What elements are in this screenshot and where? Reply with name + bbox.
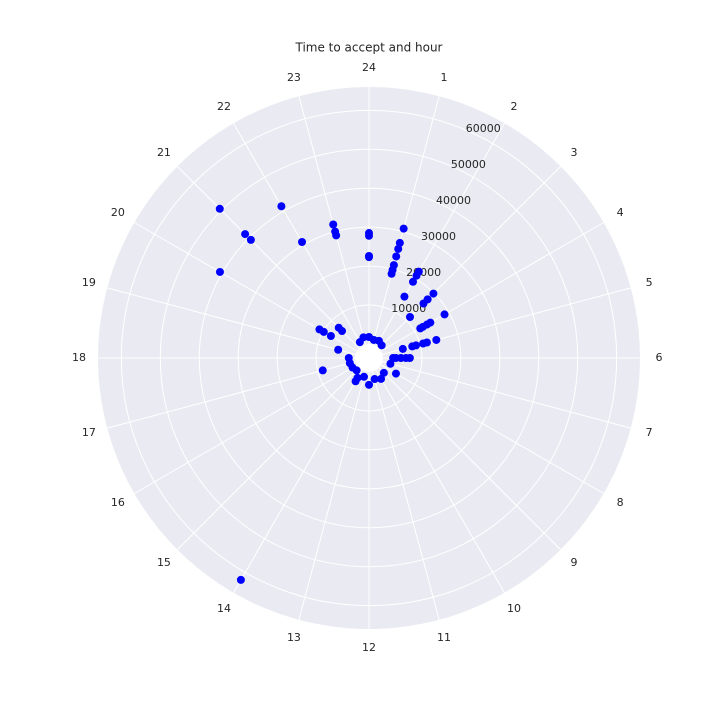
point	[332, 231, 341, 240]
point	[351, 377, 360, 386]
angle-tick-label: 23	[287, 71, 301, 84]
point	[215, 267, 224, 276]
radial-tick-label: 40000	[436, 194, 471, 207]
point	[236, 575, 245, 584]
angle-tick-label: 11	[437, 631, 451, 644]
origin-hole	[355, 344, 383, 372]
angular-grid-line	[233, 123, 363, 347]
point	[359, 333, 368, 342]
radial-tick-label: 20000	[406, 266, 441, 279]
point	[241, 230, 250, 239]
point	[395, 238, 404, 247]
chart-title: Time to accept and hour	[295, 41, 443, 55]
angular-grid-line	[298, 371, 366, 620]
point	[319, 327, 328, 336]
point	[246, 235, 255, 244]
point	[365, 253, 373, 262]
point	[386, 359, 395, 368]
angular-grid-line	[107, 287, 356, 355]
point	[365, 231, 373, 240]
point	[398, 344, 407, 353]
angular-grid-line	[378, 367, 561, 550]
point	[359, 372, 368, 381]
point	[348, 363, 357, 372]
angle-tick-label: 24	[362, 61, 376, 74]
angle-tick-label: 6	[656, 351, 663, 364]
point	[215, 204, 224, 213]
point	[365, 380, 373, 389]
point	[399, 224, 408, 233]
point	[416, 324, 425, 333]
angle-tick-label: 22	[217, 100, 231, 113]
point	[432, 335, 441, 344]
angle-tick-label: 5	[646, 276, 653, 289]
point	[429, 289, 438, 298]
point	[334, 345, 343, 354]
angle-tick-label: 18	[72, 351, 86, 364]
angle-tick-label: 17	[82, 426, 96, 439]
point	[419, 299, 428, 308]
angular-grid-line	[372, 371, 440, 620]
point	[370, 375, 379, 384]
angle-tick-label: 13	[287, 631, 301, 644]
point	[419, 339, 428, 348]
angle-tick-label: 1	[441, 71, 448, 84]
angular-grid-line	[375, 369, 505, 593]
point	[318, 366, 327, 375]
point	[379, 368, 388, 377]
angular-grid-line	[372, 96, 440, 345]
point	[334, 323, 343, 332]
angle-tick-label: 9	[571, 556, 578, 569]
angle-tick-label: 15	[157, 556, 171, 569]
angular-grid-line	[233, 369, 363, 593]
point	[377, 374, 386, 383]
angle-tick-label: 2	[511, 100, 518, 113]
point	[392, 252, 401, 261]
angular-grid-line	[380, 364, 604, 494]
point	[412, 271, 421, 280]
angle-tick-label: 20	[111, 206, 125, 219]
angular-grid-line	[177, 367, 360, 550]
angle-tick-label: 21	[157, 146, 171, 159]
point	[329, 220, 338, 229]
angular-grid-line	[177, 166, 360, 349]
point	[326, 332, 335, 341]
point	[400, 292, 409, 301]
angular-grid-line	[107, 361, 356, 429]
angle-tick-label: 10	[507, 602, 521, 615]
point	[387, 269, 396, 278]
angle-tick-label: 14	[217, 602, 231, 615]
angle-tick-label: 8	[617, 496, 624, 509]
angular-grid-line	[298, 96, 366, 345]
angular-grid-line	[134, 364, 358, 494]
angle-tick-label: 7	[646, 426, 653, 439]
point	[394, 244, 403, 253]
point	[408, 342, 417, 351]
angular-grid-line	[375, 123, 505, 347]
angle-tick-label: 12	[362, 641, 376, 654]
radial-tick-label: 60000	[466, 122, 501, 135]
radial-tick-label: 30000	[421, 230, 456, 243]
angle-tick-label: 16	[111, 496, 125, 509]
point	[344, 354, 353, 362]
point	[391, 369, 400, 378]
point	[298, 238, 307, 247]
point	[406, 312, 415, 321]
point	[277, 202, 286, 211]
point	[440, 310, 449, 319]
radial-tick-label: 50000	[451, 158, 486, 171]
angle-tick-label: 4	[617, 206, 624, 219]
radial-tick-label: 10000	[391, 302, 426, 315]
point	[408, 277, 417, 286]
angle-tick-label: 3	[571, 146, 578, 159]
angle-tick-label: 19	[82, 276, 96, 289]
point	[377, 341, 386, 350]
angular-grid-line	[382, 361, 631, 429]
